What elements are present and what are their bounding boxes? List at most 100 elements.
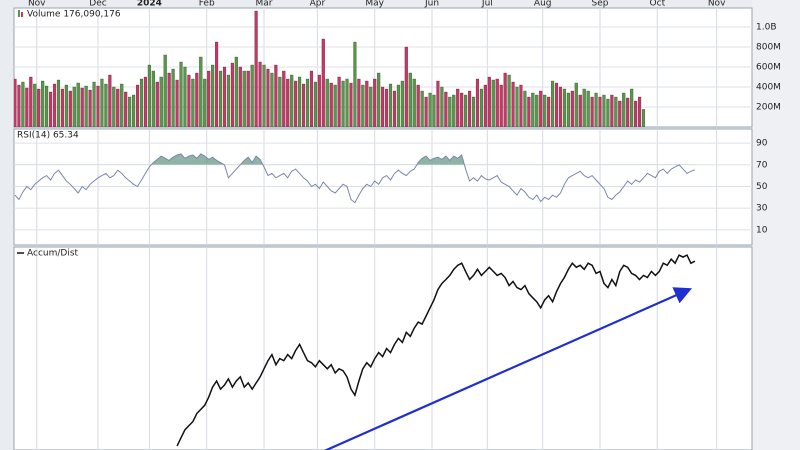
volume-bar	[305, 78, 310, 127]
volume-bar	[452, 94, 456, 127]
volume-bar	[594, 92, 598, 127]
volume-bar	[503, 72, 507, 127]
volume-bar	[226, 74, 230, 127]
volume-bar	[440, 86, 444, 127]
volume-bar	[531, 92, 535, 127]
volume-bar	[155, 81, 159, 127]
volume-bar	[203, 78, 207, 127]
volume-bar	[286, 78, 290, 127]
volume-bar	[432, 94, 436, 127]
volume-bar	[558, 86, 563, 127]
volume-bar	[622, 92, 626, 127]
volume-bar	[349, 82, 353, 127]
volume-bar	[262, 64, 266, 127]
legend-icon	[18, 10, 20, 17]
volume-bar	[566, 92, 570, 127]
line	[176, 254, 696, 447]
y-tick-label: 50	[756, 182, 768, 192]
volume-bar	[590, 96, 594, 127]
volume-bar	[475, 78, 480, 127]
volume-bar	[179, 61, 183, 127]
volume-bar	[436, 80, 440, 127]
volume-bar	[282, 70, 286, 127]
panel-title: RSI(14) 65.34	[17, 131, 79, 141]
volume-bar	[464, 94, 468, 127]
volume-bar	[254, 10, 258, 127]
y-tick-label: 400M	[756, 83, 781, 93]
volume-bar	[147, 64, 151, 127]
volume-bar	[92, 81, 96, 127]
volume-bar	[60, 88, 64, 127]
volume-bar	[562, 88, 566, 127]
volume-bar	[218, 70, 223, 127]
volume-bar	[96, 85, 100, 127]
volume-bar	[274, 64, 278, 127]
volume-bar	[602, 94, 606, 127]
volume-bar	[606, 98, 610, 127]
volume-bar	[444, 91, 448, 127]
volume-bar	[191, 78, 195, 127]
volume-bar	[381, 86, 385, 127]
x-tick-label: Jun	[424, 0, 439, 9]
volume-bar	[388, 83, 393, 127]
volume-bar	[377, 72, 381, 127]
volume-bar	[428, 92, 432, 127]
x-tick-label: 2024	[137, 0, 162, 9]
x-tick-label: Nov	[28, 0, 46, 9]
x-tick-label: Jul	[481, 0, 493, 9]
volume-bar	[278, 76, 282, 127]
plot	[14, 10, 646, 127]
volume-bar	[471, 96, 476, 127]
y-tick-label: 800M	[756, 43, 781, 53]
volume-bar	[64, 84, 68, 127]
panel	[13, 246, 753, 450]
volume-bar	[187, 74, 191, 127]
volume-bar	[337, 76, 341, 127]
x-tick-label: Aug	[534, 0, 552, 9]
volume-bar	[408, 72, 412, 127]
y-tick-label: 90	[756, 139, 768, 149]
volume-bar	[610, 94, 614, 127]
y-tick-label: 70	[756, 160, 768, 170]
volume-bar	[25, 87, 29, 127]
volume-bar	[258, 61, 262, 127]
x-tick-label: Dec	[89, 0, 106, 9]
volume-bar	[385, 88, 389, 127]
volume-bar	[175, 79, 179, 127]
volume-bar	[163, 54, 167, 127]
volume-bar	[392, 90, 397, 127]
volume-bar	[511, 81, 515, 127]
volume-bar	[199, 56, 203, 127]
volume-bar	[211, 64, 215, 127]
x-tick-label: Apr	[310, 0, 326, 9]
volume-bar	[396, 84, 400, 127]
volume-bar	[570, 90, 574, 127]
volume-bar	[416, 84, 420, 127]
rsi-fill	[151, 153, 465, 165]
volume-bar	[124, 91, 128, 127]
volume-bar	[547, 96, 551, 127]
volume-bar	[294, 80, 298, 127]
volume-bar	[112, 86, 116, 127]
volume-bar	[586, 90, 590, 127]
volume-bar	[519, 84, 523, 127]
volume-bar	[250, 64, 254, 127]
volume-bar	[45, 85, 49, 127]
volume-bar	[499, 84, 503, 127]
volume-bar	[290, 74, 294, 127]
volume-bar	[637, 96, 642, 127]
volume-bar	[345, 78, 349, 127]
volume-bar	[539, 90, 543, 127]
x-tick-label: Nov	[708, 0, 726, 9]
volume-bar	[551, 80, 555, 127]
volume-bar	[626, 97, 630, 127]
volume-bar	[317, 74, 321, 127]
volume-bar	[495, 78, 499, 127]
volume-bar	[159, 76, 163, 127]
volume-bar	[37, 88, 41, 127]
panel-title: Volume 176,090,176	[27, 10, 121, 20]
volume-bar	[361, 84, 365, 127]
volume-bar	[329, 82, 333, 127]
volume-bar	[582, 88, 586, 127]
